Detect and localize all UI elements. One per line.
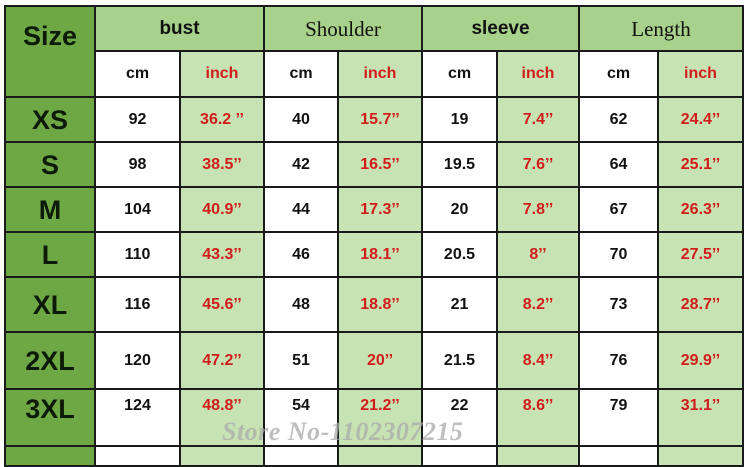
inch-value: 24.4’’	[657, 96, 744, 143]
unit-inch: inch	[496, 50, 580, 98]
cm-value: 73	[578, 276, 659, 333]
inch-value: 7.8’’	[496, 186, 580, 233]
empty-cell	[496, 445, 580, 467]
cm-value: 62	[578, 96, 659, 143]
cm-value: 67	[578, 186, 659, 233]
empty-cell	[179, 445, 265, 467]
group-header-row: Size bust Shoulder sleeve Length	[4, 5, 744, 98]
inch-value: 18.8’’	[337, 276, 423, 333]
inch-value: 17.3’’	[337, 186, 423, 233]
empty-cell	[657, 445, 744, 467]
inch-value: 16.5’’	[337, 141, 423, 188]
inch-value: 8.6’’	[496, 388, 580, 447]
cm-value: 46	[263, 231, 339, 278]
empty-cell	[578, 445, 659, 467]
cm-value: 120	[94, 331, 181, 390]
cm-value: 48	[263, 276, 339, 333]
inch-value: 40.9’’	[179, 186, 265, 233]
table-row: XL 116 45.6’’ 48 18.8’’ 21 8.2’’ 73 28.7’’	[4, 276, 744, 333]
inch-value: 8.4’’	[496, 331, 580, 390]
cm-value: 79	[578, 388, 659, 447]
inch-value: 8’’	[496, 231, 580, 278]
size-label: L	[4, 231, 96, 278]
inch-value: 21.2’’	[337, 388, 423, 447]
empty-cell	[4, 445, 96, 467]
unit-cm: cm	[578, 50, 659, 98]
table-row: 3XL 124 48.8’’ 54 21.2’’ 22 8.6’’ 79 31.1’’	[4, 388, 744, 447]
size-header: Size	[4, 5, 96, 98]
cm-value: 70	[578, 231, 659, 278]
inch-value: 25.1’’	[657, 141, 744, 188]
inch-value: 36.2 ’’	[179, 96, 265, 143]
cm-value: 110	[94, 231, 181, 278]
cm-value: 124	[94, 388, 181, 447]
inch-value: 47.2’’	[179, 331, 265, 390]
watermark: Store No-1102307215	[222, 417, 464, 446]
inch-value: 45.6’’	[179, 276, 265, 333]
cm-value: 92	[94, 96, 181, 143]
size-label: S	[4, 141, 96, 188]
cm-value: 19	[421, 96, 498, 143]
empty-cell	[337, 445, 423, 467]
group-bust: bust	[94, 5, 265, 52]
cm-value: 40	[263, 96, 339, 143]
cm-value: 19.5	[421, 141, 498, 188]
size-label: 3XL	[4, 388, 96, 447]
empty-cell	[421, 445, 498, 467]
inch-value: 26.3’’	[657, 186, 744, 233]
table-row: M 104 40.9’’ 44 17.3’’ 20 7.8’’ 67 26.3’’	[4, 186, 744, 233]
table-row: 2XL 120 47.2’’ 51 20’’ 21.5 8.4’’ 76 29.9’’	[4, 331, 744, 390]
size-label: 2XL	[4, 331, 96, 390]
cm-value: 21	[421, 276, 498, 333]
inch-value: 7.4’’	[496, 96, 580, 143]
unit-inch: inch	[657, 50, 744, 98]
inch-value: 31.1’’	[657, 388, 744, 447]
table-row: L 110 43.3’’ 46 18.1’’ 20.5 8’’ 70 27.5’’	[4, 231, 744, 278]
cm-value: 42	[263, 141, 339, 188]
cm-value: 64	[578, 141, 659, 188]
cm-value: 21.5	[421, 331, 498, 390]
cm-value: 44	[263, 186, 339, 233]
size-label: M	[4, 186, 96, 233]
unit-cm: cm	[263, 50, 339, 98]
inch-value: 38.5’’	[179, 141, 265, 188]
group-length: Length	[578, 5, 744, 52]
table-row: S 98 38.5’’ 42 16.5’’ 19.5 7.6’’ 64 25.1’’	[4, 141, 744, 188]
table-row: XS 92 36.2 ’’ 40 15.7’’ 19 7.4’’ 62 24.4’’	[4, 96, 744, 143]
size-chart-table: Size bust Shoulder sleeve Length cm inch c…	[4, 5, 744, 467]
inch-value: 43.3’’	[179, 231, 265, 278]
unit-cm: cm	[421, 50, 498, 98]
inch-value: 27.5’’	[657, 231, 744, 278]
cm-value: 116	[94, 276, 181, 333]
cm-value: 51	[263, 331, 339, 390]
cm-value: 98	[94, 141, 181, 188]
inch-value: 7.6’’	[496, 141, 580, 188]
inch-value: 18.1’’	[337, 231, 423, 278]
inch-value: 15.7’’	[337, 96, 423, 143]
size-label: XS	[4, 96, 96, 143]
cm-value: 20	[421, 186, 498, 233]
inch-value: 20’’	[337, 331, 423, 390]
size-label: XL	[4, 276, 96, 333]
unit-inch: inch	[337, 50, 423, 98]
inch-value: 28.7’’	[657, 276, 744, 333]
table-row-partial	[4, 445, 744, 467]
group-shoulder: Shoulder	[263, 5, 423, 52]
unit-header-row: cm inch cm inch cm inch cm inch	[5, 50, 744, 98]
cm-value: 20.5	[421, 231, 498, 278]
cm-value: 104	[94, 186, 181, 233]
inch-value: 8.2’’	[496, 276, 580, 333]
inch-value: 29.9’’	[657, 331, 744, 390]
empty-cell	[94, 445, 181, 467]
empty-cell	[263, 445, 339, 467]
unit-inch: inch	[179, 50, 265, 98]
cm-value: 22	[421, 388, 498, 447]
cm-value: 76	[578, 331, 659, 390]
cm-value: 54	[263, 388, 339, 447]
unit-cm: cm	[94, 50, 181, 98]
inch-value: 48.8’’	[179, 388, 265, 447]
group-sleeve: sleeve	[421, 5, 580, 52]
